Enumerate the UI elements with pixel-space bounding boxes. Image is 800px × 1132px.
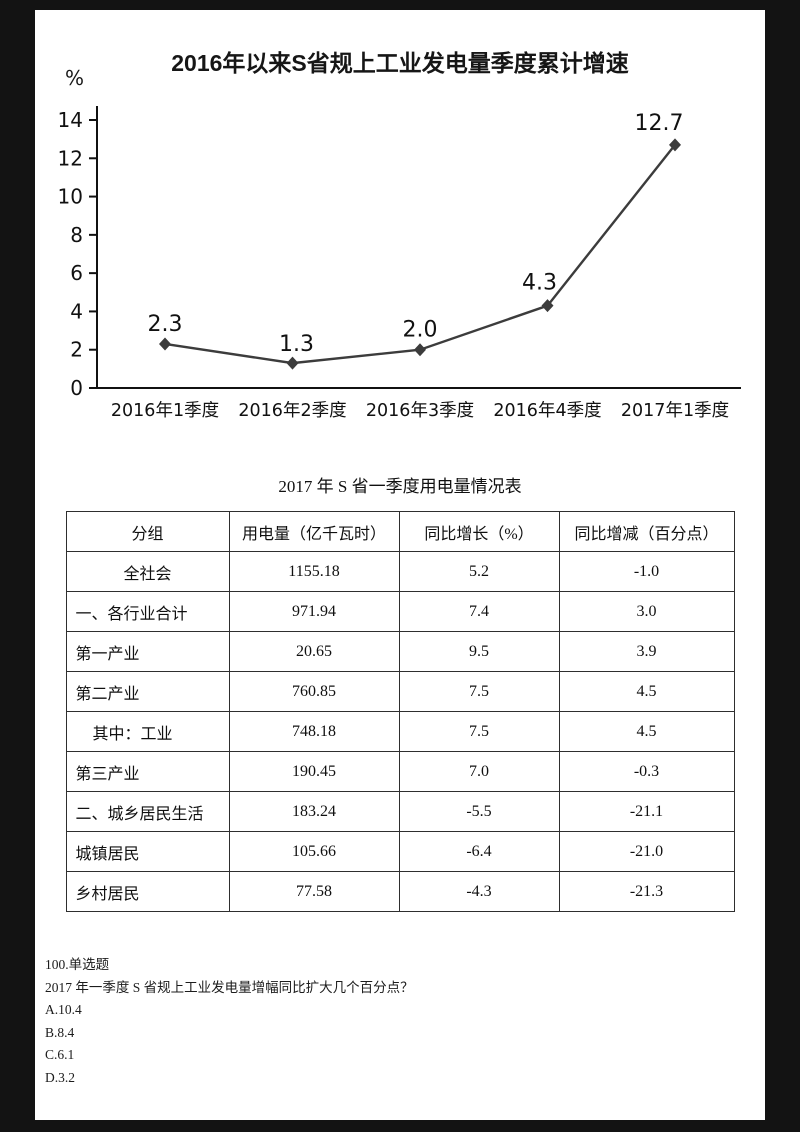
x-category-label: 2017年1季度 xyxy=(621,401,729,421)
question-text: 2017 年一季度 S 省规上工业发电量增幅同比扩大几个百分点？ xyxy=(45,979,414,995)
value-cell: 7.0 xyxy=(398,751,560,792)
x-category-label: 2016年4季度 xyxy=(493,401,601,421)
table-body: 全社会 1155.18 5.2 -1.0 一、各行业合计 971.94 7.4 3.0 第一产业… xyxy=(65,551,735,912)
y-tick-label: 8 xyxy=(70,223,83,247)
table-row: 乡村居民 77.58 -4.3 -21.3 xyxy=(65,871,735,912)
data-point-marker xyxy=(414,343,426,357)
column-header: 同比增减（百分点） xyxy=(558,511,735,552)
value-cell: 971.94 xyxy=(228,591,400,632)
data-label: 1.3 xyxy=(279,332,314,357)
table-row: 第二产业 760.85 7.5 4.5 xyxy=(65,671,735,712)
y-axis-unit-label: % xyxy=(65,66,85,90)
answer-option: D.3.2 xyxy=(45,1069,75,1085)
y-tick-label: 14 xyxy=(58,108,83,132)
value-cell: 9.5 xyxy=(398,631,560,672)
chart-title: 2016年以来S省规上工业发电量季度累计增速 xyxy=(171,50,629,76)
answer-options: A.10.4 B.8.4 C.6.1 D.3.2 xyxy=(45,999,765,1089)
data-label: 2.3 xyxy=(148,312,183,337)
question-number: 100.单选题 xyxy=(45,957,110,972)
value-cell: 760.85 xyxy=(228,671,400,712)
table-title: 2017 年 S 省一季度用电量情况表 xyxy=(278,477,522,496)
value-cell: 3.9 xyxy=(558,631,735,672)
value-cell: 7.5 xyxy=(398,671,560,712)
data-point-marker xyxy=(669,138,681,152)
value-cell: 4.5 xyxy=(558,711,735,752)
answer-option: A.10.4 xyxy=(45,1002,82,1017)
group-cell: 城镇居民 xyxy=(65,831,230,872)
value-cell: 7.4 xyxy=(398,591,560,632)
group-cell: 其中：工业 xyxy=(65,711,230,752)
electricity-usage-table: 分组 用电量（亿千瓦时） 同比增长（%） 同比增减（百分点） 全社会 1155.18 5.… xyxy=(65,511,735,912)
data-point-marker xyxy=(286,356,299,370)
value-cell: 3.0 xyxy=(558,591,735,632)
data-label: 2.0 xyxy=(403,318,438,343)
document-page: 2016年以来S省规上工业发电量季度累计增速 % 0 2 4 6 8 10 12 14 2.3 1… xyxy=(35,10,765,1120)
value-cell: -1.0 xyxy=(558,551,735,592)
table-header-row: 分组 用电量（亿千瓦时） 同比增长（%） 同比增减（百分点） xyxy=(65,511,735,552)
group-cell: 第二产业 xyxy=(65,671,230,712)
group-cell: 第三产业 xyxy=(65,751,230,792)
y-tick-label: 0 xyxy=(70,376,83,400)
value-cell: 105.66 xyxy=(228,831,400,872)
group-cell: 乡村居民 xyxy=(65,871,230,912)
table-row: 第三产业 190.45 7.0 -0.3 xyxy=(65,751,735,792)
answer-option: B.8.4 xyxy=(45,1024,75,1040)
group-cell: 全社会 xyxy=(65,551,230,592)
table-row: 其中：工业 748.18 7.5 4.5 xyxy=(65,711,735,752)
group-cell: 一、各行业合计 xyxy=(65,591,230,632)
y-tick-label: 12 xyxy=(58,146,83,170)
table-row: 城镇居民 105.66 -6.4 -21.0 xyxy=(65,831,735,872)
value-cell: -21.1 xyxy=(558,791,735,832)
x-category-label: 2016年1季度 xyxy=(111,401,219,421)
y-tick-label: 6 xyxy=(70,261,83,285)
table-row: 二、城乡居民生活 183.24 -5.5 -21.1 xyxy=(65,791,735,832)
y-tick-label: 10 xyxy=(58,185,83,209)
value-cell: 183.24 xyxy=(228,791,400,832)
value-cell: 1155.18 xyxy=(228,551,400,592)
value-cell: 190.45 xyxy=(228,751,400,792)
data-point-marker xyxy=(541,299,554,313)
question-block: 100.单选题 2017 年一季度 S 省规上工业发电量增幅同比扩大几个百分点？… xyxy=(45,954,765,1089)
x-category-label: 2016年2季度 xyxy=(238,401,346,421)
data-point-marker xyxy=(159,337,171,351)
y-tick-label: 4 xyxy=(70,299,83,323)
value-cell: -5.5 xyxy=(398,791,560,832)
y-tick-label: 2 xyxy=(70,338,83,362)
data-label: 4.3 xyxy=(522,271,557,296)
value-cell: 7.5 xyxy=(398,711,560,752)
data-label: 12.7 xyxy=(635,111,684,136)
value-cell: -21.3 xyxy=(558,871,735,912)
value-cell: 20.65 xyxy=(228,631,400,672)
table-row: 一、各行业合计 971.94 7.4 3.0 xyxy=(65,591,735,632)
value-cell: 77.58 xyxy=(228,871,400,912)
column-header: 分组 xyxy=(65,511,230,552)
answer-option: C.6.1 xyxy=(45,1047,75,1062)
line-chart: 0 2 4 6 8 10 12 14 2.3 1.3 2.0 4.3 12.7 2016年1季度 2016年… xyxy=(58,106,741,421)
table-row: 第一产业 20.65 9.5 3.9 xyxy=(65,631,735,672)
value-cell: -6.4 xyxy=(398,831,560,872)
x-category-label: 2016年3季度 xyxy=(366,401,474,421)
value-cell: 4.5 xyxy=(558,671,735,712)
value-cell: 5.2 xyxy=(398,551,560,592)
value-cell: -4.3 xyxy=(398,871,560,912)
group-cell: 二、城乡居民生活 xyxy=(65,791,230,832)
value-cell: 748.18 xyxy=(228,711,400,752)
group-cell: 第一产业 xyxy=(65,631,230,672)
column-header: 同比增长（%） xyxy=(398,511,560,552)
table-row: 全社会 1155.18 5.2 -1.0 xyxy=(65,551,735,592)
value-cell: -0.3 xyxy=(558,751,735,792)
column-header: 用电量（亿千瓦时） xyxy=(228,511,400,552)
value-cell: -21.0 xyxy=(558,831,735,872)
